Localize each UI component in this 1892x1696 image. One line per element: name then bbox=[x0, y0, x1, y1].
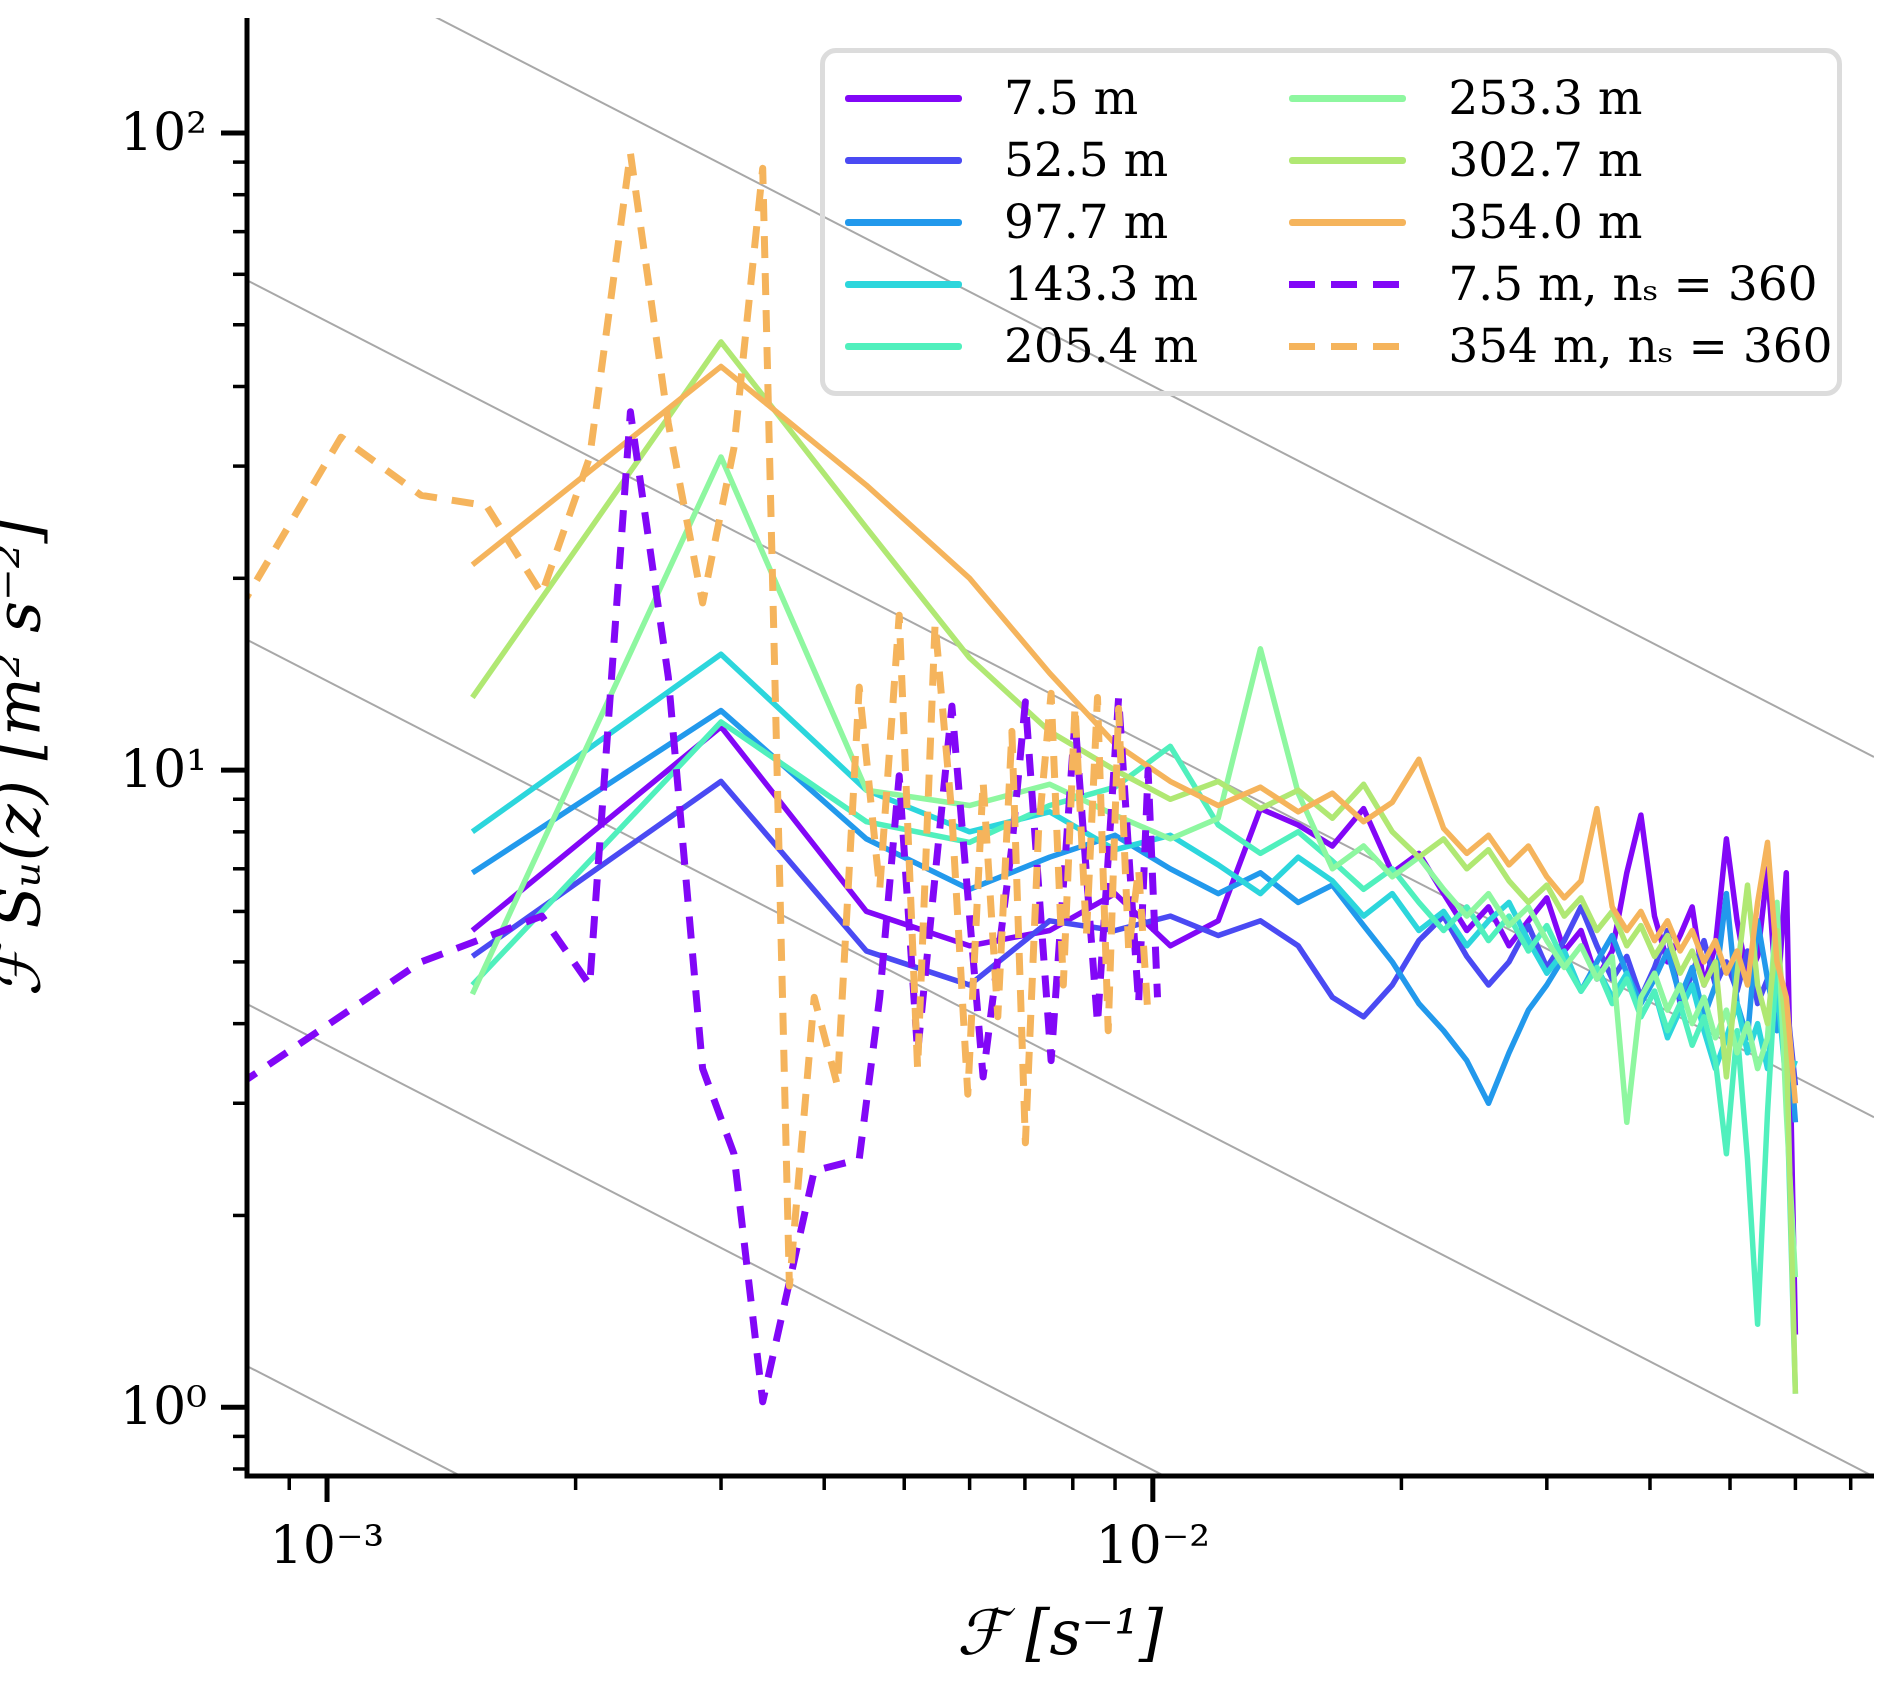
legend-item: 253.3 m bbox=[1289, 67, 1811, 129]
legend-line-swatch bbox=[1289, 156, 1407, 164]
series-302.7- bbox=[470, 339, 1799, 1394]
x-axis-label: ℱ [s⁻¹] bbox=[956, 1596, 1164, 1669]
legend-label: 354 m, nₛ = 360 bbox=[1448, 318, 1833, 374]
legend-dashed-line-swatch bbox=[1289, 280, 1407, 288]
series-143.3- bbox=[470, 651, 1798, 1089]
series-7.5-360 bbox=[247, 408, 1161, 1406]
legend-item: 302.7 m bbox=[1289, 129, 1811, 191]
legend-item: 7.5 m bbox=[845, 67, 1289, 129]
y-tick-label: 10⁰ bbox=[119, 1377, 207, 1438]
y-tick-label: 10² bbox=[119, 102, 207, 163]
legend-line-swatch bbox=[845, 94, 962, 102]
series-205.4- bbox=[470, 719, 1799, 1394]
legend-label: 7.5 m bbox=[1004, 70, 1139, 126]
series-97.7- bbox=[470, 707, 1799, 1123]
series-7.5- bbox=[470, 723, 1799, 1335]
legend-item: 97.7 m bbox=[845, 191, 1289, 253]
guide-line bbox=[435, 18, 1874, 758]
legend: 7.5 m 52.5 m 97.7 m 143.3 m 205.4 m 253.3 m 30… bbox=[820, 48, 1842, 396]
legend-item: 7.5 m, nₛ = 360 bbox=[1289, 253, 1818, 315]
legend-label: 354.0 m bbox=[1448, 194, 1643, 250]
legend-label: 302.7 m bbox=[1448, 132, 1643, 188]
plot-area bbox=[247, 18, 1874, 1476]
legend-line-swatch bbox=[845, 218, 962, 226]
series-354.0- bbox=[470, 363, 1799, 1104]
legend-line-swatch bbox=[845, 342, 962, 350]
legend-label: 205.4 m bbox=[1004, 318, 1199, 374]
legend-label: 52.5 m bbox=[1004, 132, 1169, 188]
legend-item: 354.0 m bbox=[1289, 191, 1811, 253]
legend-line-swatch bbox=[845, 156, 962, 164]
legend-line-swatch bbox=[1289, 94, 1407, 102]
guide-line bbox=[247, 1003, 1167, 1476]
legend-line-swatch bbox=[1289, 218, 1407, 226]
legend-line-swatch bbox=[845, 280, 962, 288]
legend-label: 253.3 m bbox=[1448, 70, 1643, 126]
legend-label: 7.5 m, nₛ = 360 bbox=[1448, 256, 1818, 312]
legend-dashed-line-swatch bbox=[1289, 342, 1407, 350]
x-tick-label: 10⁻² bbox=[1095, 1516, 1211, 1576]
legend-item: 354 m, nₛ = 360 bbox=[1289, 315, 1833, 377]
guide-line bbox=[247, 638, 1874, 1476]
legend-label: 143.3 m bbox=[1004, 256, 1199, 312]
legend-item: 143.3 m bbox=[845, 253, 1289, 315]
x-tick-label: 10⁻³ bbox=[269, 1516, 385, 1576]
y-tick-label: 10¹ bbox=[119, 740, 207, 801]
series-354-360 bbox=[247, 149, 1152, 1290]
series-253.3- bbox=[469, 454, 1799, 1278]
legend-item: 205.4 m bbox=[845, 315, 1289, 377]
legend-item: 52.5 m bbox=[845, 129, 1289, 191]
legend-label: 97.7 m bbox=[1004, 194, 1169, 250]
y-axis-label: ℱ Sᵤ(z) [m² s⁻²] bbox=[0, 519, 55, 997]
